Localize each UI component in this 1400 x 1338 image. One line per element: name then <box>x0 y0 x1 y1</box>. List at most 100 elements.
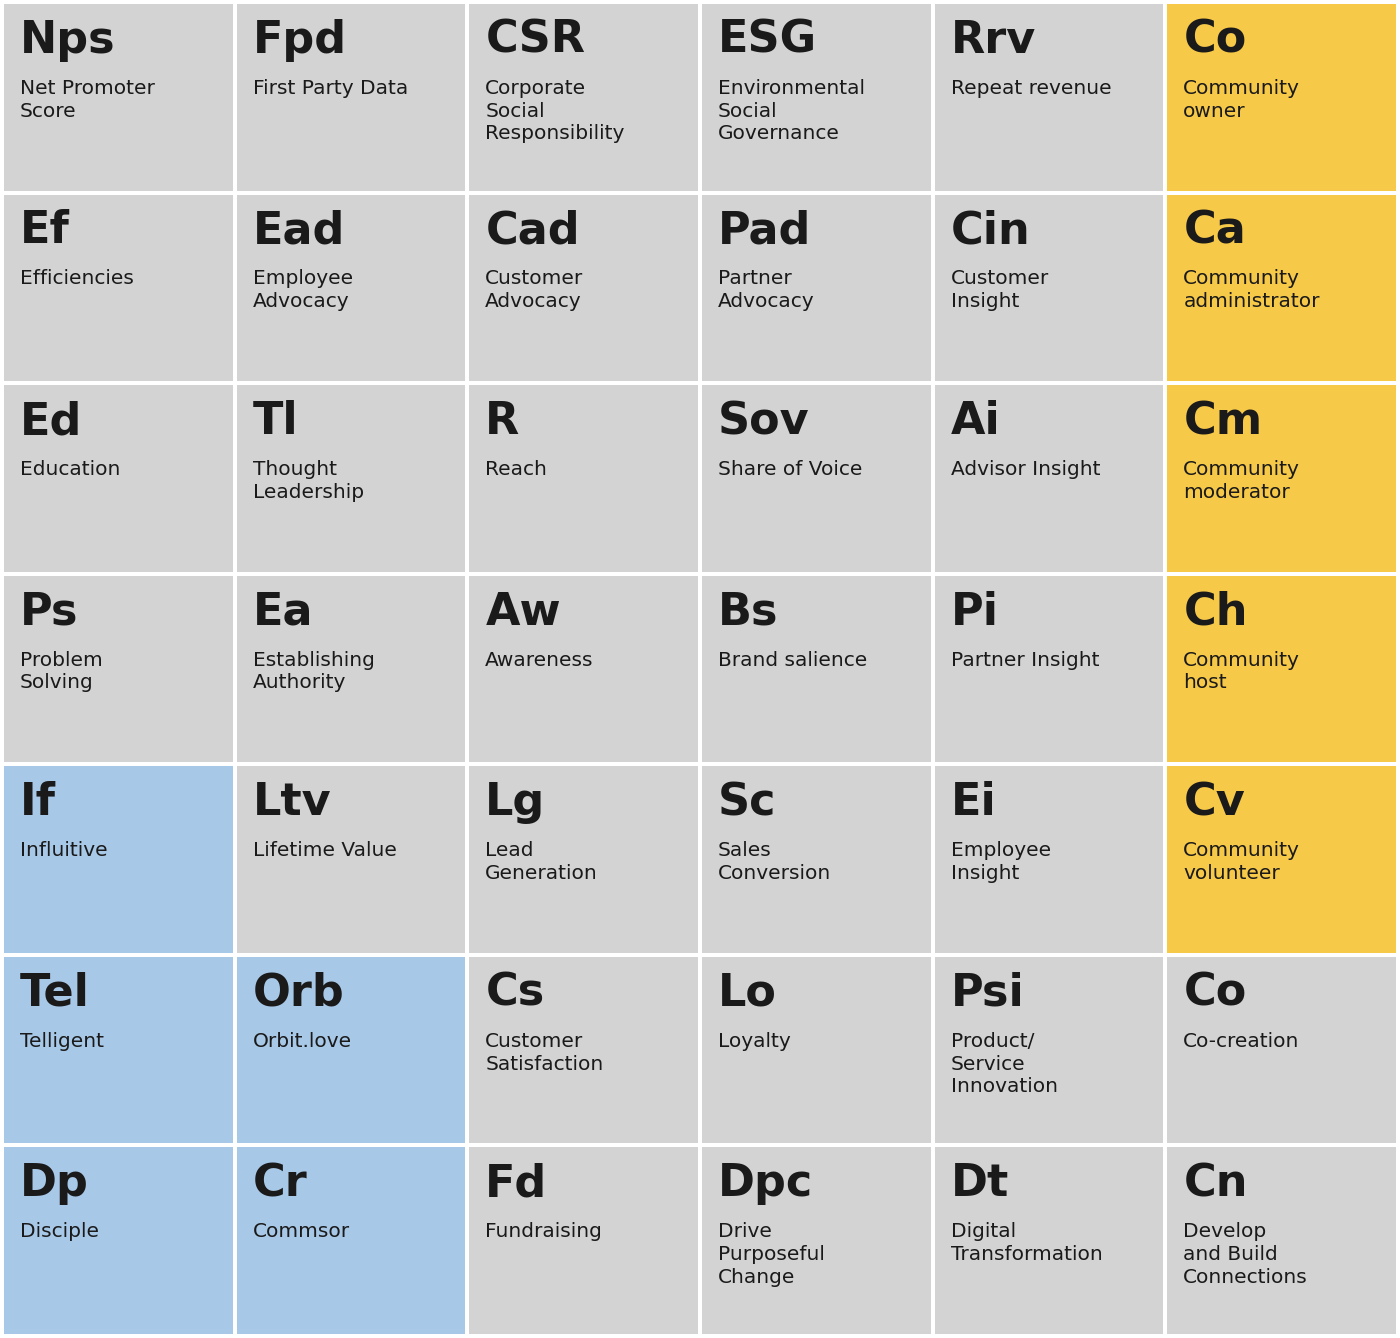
FancyBboxPatch shape <box>469 575 699 763</box>
Text: Cv: Cv <box>1183 781 1245 824</box>
Text: Co: Co <box>1183 19 1246 62</box>
FancyBboxPatch shape <box>701 957 931 1144</box>
FancyBboxPatch shape <box>237 385 465 571</box>
Text: Co-creation: Co-creation <box>1183 1032 1299 1050</box>
Text: Fundraising: Fundraising <box>486 1223 602 1242</box>
Text: R: R <box>486 400 519 443</box>
Text: Ps: Ps <box>20 590 78 634</box>
FancyBboxPatch shape <box>469 385 699 571</box>
Text: Sov: Sov <box>718 400 809 443</box>
FancyBboxPatch shape <box>1168 194 1396 381</box>
Text: Repeat revenue: Repeat revenue <box>951 79 1112 98</box>
Text: Digital
Transformation: Digital Transformation <box>951 1223 1102 1264</box>
Text: Telligent: Telligent <box>20 1032 104 1050</box>
Text: ESG: ESG <box>718 19 818 62</box>
Text: Pi: Pi <box>951 590 998 634</box>
Text: Cr: Cr <box>252 1163 308 1206</box>
Text: Ai: Ai <box>951 400 1001 443</box>
Text: Brand salience: Brand salience <box>718 650 867 669</box>
Text: Community
host: Community host <box>1183 650 1301 692</box>
FancyBboxPatch shape <box>4 957 232 1144</box>
Text: Net Promoter
Score: Net Promoter Score <box>20 79 155 120</box>
FancyBboxPatch shape <box>4 767 232 953</box>
Text: Sc: Sc <box>718 781 777 824</box>
FancyBboxPatch shape <box>1168 767 1396 953</box>
FancyBboxPatch shape <box>701 575 931 763</box>
Text: Awareness: Awareness <box>486 650 594 669</box>
Text: Influitive: Influitive <box>20 842 108 860</box>
FancyBboxPatch shape <box>237 4 465 190</box>
Text: Dp: Dp <box>20 1163 88 1206</box>
Text: Tl: Tl <box>252 400 298 443</box>
FancyBboxPatch shape <box>935 385 1163 571</box>
Text: Commsor: Commsor <box>252 1223 350 1242</box>
Text: Drive
Purposeful
Change: Drive Purposeful Change <box>718 1223 825 1287</box>
Text: Nps: Nps <box>20 19 116 62</box>
FancyBboxPatch shape <box>469 957 699 1144</box>
FancyBboxPatch shape <box>935 767 1163 953</box>
Text: Advisor Insight: Advisor Insight <box>951 460 1100 479</box>
Text: Partner Insight: Partner Insight <box>951 650 1099 669</box>
FancyBboxPatch shape <box>4 1148 232 1334</box>
FancyBboxPatch shape <box>935 575 1163 763</box>
FancyBboxPatch shape <box>469 1148 699 1334</box>
Text: CSR: CSR <box>486 19 585 62</box>
Text: If: If <box>20 781 56 824</box>
Text: Education: Education <box>20 460 120 479</box>
Text: Loyalty: Loyalty <box>718 1032 791 1050</box>
Text: Community
moderator: Community moderator <box>1183 460 1301 502</box>
FancyBboxPatch shape <box>701 194 931 381</box>
FancyBboxPatch shape <box>4 4 232 190</box>
FancyBboxPatch shape <box>469 767 699 953</box>
FancyBboxPatch shape <box>701 1148 931 1334</box>
FancyBboxPatch shape <box>935 4 1163 190</box>
Text: Efficiencies: Efficiencies <box>20 269 134 289</box>
Text: Rrv: Rrv <box>951 19 1036 62</box>
Text: Corporate
Social
Responsibility: Corporate Social Responsibility <box>486 79 624 143</box>
Text: Sales
Conversion: Sales Conversion <box>718 842 832 883</box>
FancyBboxPatch shape <box>237 957 465 1144</box>
Text: Psi: Psi <box>951 971 1025 1014</box>
FancyBboxPatch shape <box>4 194 232 381</box>
Text: Fpd: Fpd <box>252 19 347 62</box>
Text: Problem
Solving: Problem Solving <box>20 650 102 692</box>
Text: Aw: Aw <box>486 590 561 634</box>
Text: Environmental
Social
Governance: Environmental Social Governance <box>718 79 865 143</box>
Text: Tel: Tel <box>20 971 90 1014</box>
Text: Community
volunteer: Community volunteer <box>1183 842 1301 883</box>
Text: Customer
Advocacy: Customer Advocacy <box>486 269 584 312</box>
FancyBboxPatch shape <box>237 575 465 763</box>
Text: Lo: Lo <box>718 971 777 1014</box>
Text: First Party Data: First Party Data <box>252 79 407 98</box>
Text: Share of Voice: Share of Voice <box>718 460 862 479</box>
Text: Partner
Advocacy: Partner Advocacy <box>718 269 815 312</box>
Text: Cn: Cn <box>1183 1163 1247 1206</box>
FancyBboxPatch shape <box>935 1148 1163 1334</box>
FancyBboxPatch shape <box>4 575 232 763</box>
Text: Co: Co <box>1183 971 1246 1014</box>
FancyBboxPatch shape <box>237 1148 465 1334</box>
FancyBboxPatch shape <box>4 385 232 571</box>
FancyBboxPatch shape <box>237 194 465 381</box>
Text: Orbit.love: Orbit.love <box>252 1032 351 1050</box>
Text: Dpc: Dpc <box>718 1163 813 1206</box>
FancyBboxPatch shape <box>1168 385 1396 571</box>
Text: Cm: Cm <box>1183 400 1263 443</box>
Text: Ltv: Ltv <box>252 781 332 824</box>
Text: Ead: Ead <box>252 210 344 253</box>
Text: Develop
and Build
Connections: Develop and Build Connections <box>1183 1223 1308 1287</box>
FancyBboxPatch shape <box>1168 4 1396 190</box>
Text: Cad: Cad <box>486 210 580 253</box>
Text: Ea: Ea <box>252 590 314 634</box>
FancyBboxPatch shape <box>701 767 931 953</box>
Text: Ca: Ca <box>1183 210 1246 253</box>
Text: Lifetime Value: Lifetime Value <box>252 842 396 860</box>
Text: Employee
Insight: Employee Insight <box>951 842 1051 883</box>
FancyBboxPatch shape <box>1168 957 1396 1144</box>
FancyBboxPatch shape <box>701 4 931 190</box>
Text: Ef: Ef <box>20 210 70 253</box>
Text: Lg: Lg <box>486 781 546 824</box>
FancyBboxPatch shape <box>1168 1148 1396 1334</box>
Text: Cin: Cin <box>951 210 1030 253</box>
Text: Fd: Fd <box>486 1163 547 1206</box>
